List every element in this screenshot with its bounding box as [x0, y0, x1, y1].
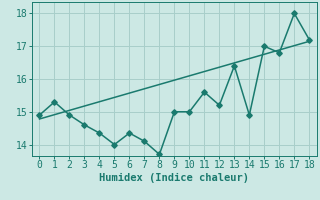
X-axis label: Humidex (Indice chaleur): Humidex (Indice chaleur)	[100, 173, 249, 183]
